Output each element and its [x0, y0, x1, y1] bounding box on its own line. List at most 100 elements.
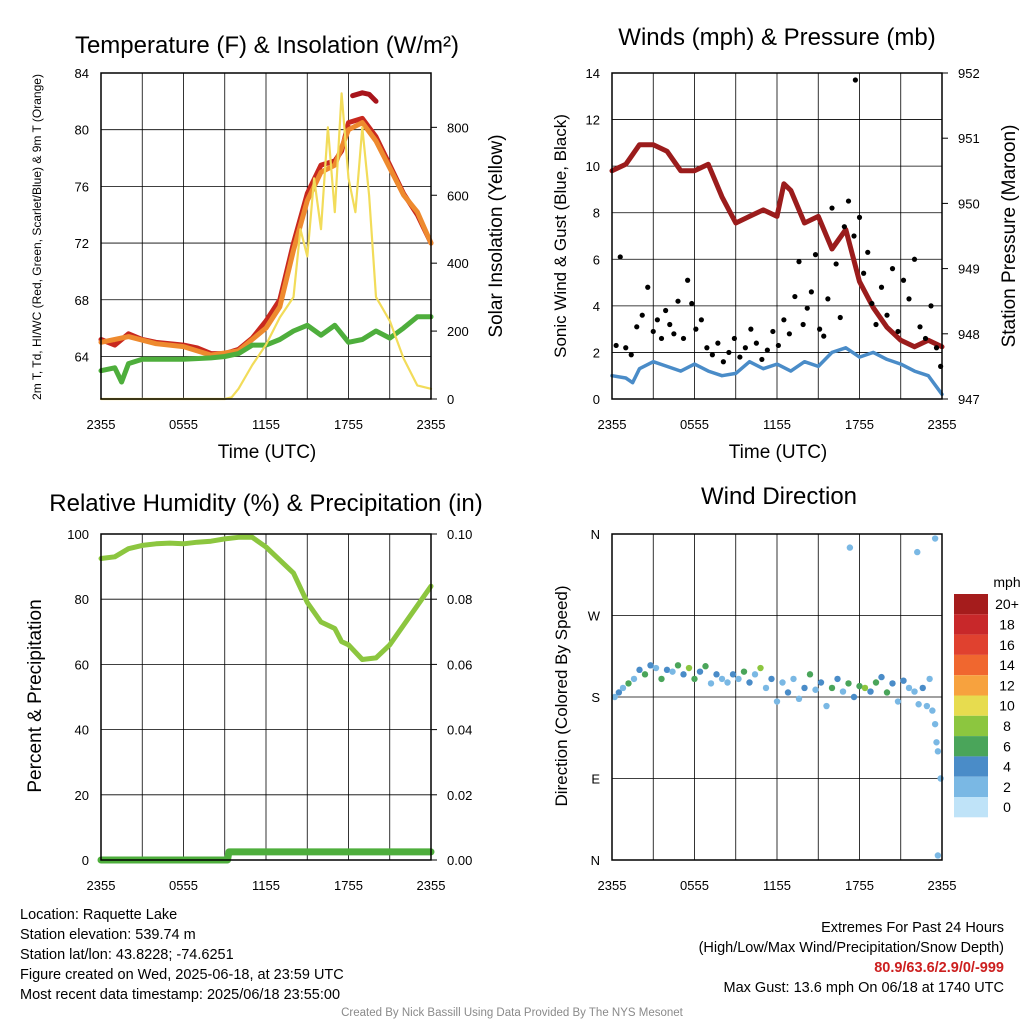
- rh-y-tick-label: 80: [75, 592, 89, 607]
- wind-y-tick-label: 0: [593, 392, 600, 407]
- temp-x-tick-label: 1155: [252, 417, 280, 432]
- rh-x-tick-label: 1755: [334, 878, 363, 893]
- rh-y-tick-label: 0: [82, 853, 89, 868]
- wind-point: [709, 352, 715, 358]
- wind-point: [759, 356, 765, 363]
- wind-point: [817, 326, 823, 332]
- dir-point: [647, 662, 654, 669]
- dir-x-tick-label: 2355: [598, 878, 627, 893]
- wind-point: [720, 359, 726, 365]
- temp-series-line: [98, 314, 434, 385]
- wind-y-tick-label: 8: [593, 206, 600, 221]
- wind-point: [873, 321, 879, 328]
- dir-point: [915, 701, 922, 708]
- colorbar-label: 4: [1003, 759, 1011, 775]
- wind-y2-tick-label: 947: [958, 392, 980, 407]
- colorbar-swatch: [954, 695, 988, 716]
- wind-y-tick-label: 14: [586, 66, 600, 81]
- station-location: Location: Raquette Lake: [20, 907, 178, 923]
- temp-y2-tick-label: 800: [447, 120, 469, 135]
- dir-point: [724, 679, 731, 686]
- rh-y-tick-label: 40: [75, 723, 89, 738]
- wind-point: [841, 224, 847, 230]
- wind-point: [796, 259, 802, 265]
- rh-x-tick-label: 0555: [169, 878, 198, 893]
- temp-x-tick-label: 0555: [169, 417, 198, 432]
- speed-colorbar: 20+ 18 16 14 12 10 8 6 4 2 0: [954, 594, 1019, 818]
- wind-point: [928, 303, 934, 309]
- temp-y2-tick-label: 400: [447, 256, 469, 271]
- wind-point: [804, 305, 810, 311]
- wind-xlabel: Time (UTC): [729, 442, 828, 463]
- rh-series-line: [98, 534, 434, 662]
- wind-point: [825, 296, 831, 302]
- wind-point: [698, 317, 704, 323]
- wind-point: [917, 324, 923, 330]
- wind-point: [869, 300, 875, 307]
- dir-point: [718, 675, 726, 683]
- rh-x-tick-label: 2355: [87, 878, 116, 893]
- wind-point: [861, 270, 867, 276]
- wind-point: [906, 296, 912, 302]
- dir-point: [790, 675, 797, 683]
- wind-y2-tick-label: 950: [958, 196, 980, 211]
- dir-point: [914, 548, 921, 556]
- wind-point: [884, 312, 890, 318]
- colorbar-swatch: [954, 756, 988, 777]
- temp-x-tick-label: 2355: [417, 417, 446, 432]
- wind-point: [617, 254, 623, 260]
- temp-y-tick-label: 84: [75, 66, 89, 81]
- temp-y2-tick-label: 200: [447, 324, 469, 339]
- wind-point: [742, 345, 748, 351]
- temp-x-tick-label: 2355: [87, 417, 116, 432]
- dir-point: [934, 852, 942, 859]
- dir-point: [707, 680, 715, 687]
- colorbar-label: 14: [999, 657, 1015, 673]
- wind-point: [895, 328, 901, 335]
- dir-x-tick-label: 2355: [928, 878, 957, 893]
- dir-y-tick-label: W: [588, 609, 601, 624]
- extremes-info: Extremes For Past 24 Hours (High/Low/Max…: [699, 918, 1004, 998]
- wind-point: [663, 307, 669, 314]
- wind-point: [775, 342, 781, 349]
- wind-point: [900, 277, 907, 283]
- wind-x-tick-label: 2355: [928, 417, 957, 432]
- dir-point: [850, 693, 858, 701]
- dir-point: [894, 698, 902, 705]
- dir-point: [823, 702, 830, 710]
- dir-point: [636, 666, 643, 674]
- dir-point: [619, 684, 627, 692]
- rh-x-tick-label: 1155: [252, 878, 280, 893]
- dir-point: [926, 675, 933, 683]
- wind-point: [933, 345, 940, 351]
- wind-point: [704, 345, 710, 351]
- dir-point: [779, 679, 786, 686]
- dir-panel-title: Wind Direction: [701, 483, 857, 510]
- wind-point: [623, 345, 629, 351]
- wind-point: [726, 349, 732, 356]
- temp-plot-frame: [100, 72, 432, 400]
- temp-x-tick-label: 1755: [334, 417, 363, 432]
- dir-point: [641, 671, 649, 678]
- wind-ylabel-right: Station Pressure (Maroon): [999, 125, 1020, 348]
- dir-point: [611, 693, 618, 701]
- dir-point: [735, 675, 742, 683]
- dir-point: [900, 677, 907, 684]
- colorbar-swatch: [954, 634, 988, 655]
- colorbar-swatch: [954, 736, 988, 757]
- colorbar-label: 20+: [995, 596, 1019, 612]
- dir-point: [669, 668, 676, 675]
- wind-point: [786, 331, 792, 337]
- colorbar-label: 16: [999, 637, 1015, 653]
- wind-point: [829, 205, 835, 211]
- temp-y-tick-label: 80: [75, 123, 89, 138]
- colorbar-swatch: [954, 654, 988, 676]
- temp-series-line: [98, 120, 434, 358]
- dir-point: [919, 684, 926, 692]
- recent-timestamp: Most recent data timestamp: 2025/06/18 2…: [20, 987, 341, 1003]
- wind-point: [852, 77, 858, 83]
- dir-point: [931, 720, 939, 728]
- dir-point: [867, 688, 874, 695]
- max-gust: Max Gust: 13.6 mph On 06/18 at 1740 UTC: [723, 980, 1004, 996]
